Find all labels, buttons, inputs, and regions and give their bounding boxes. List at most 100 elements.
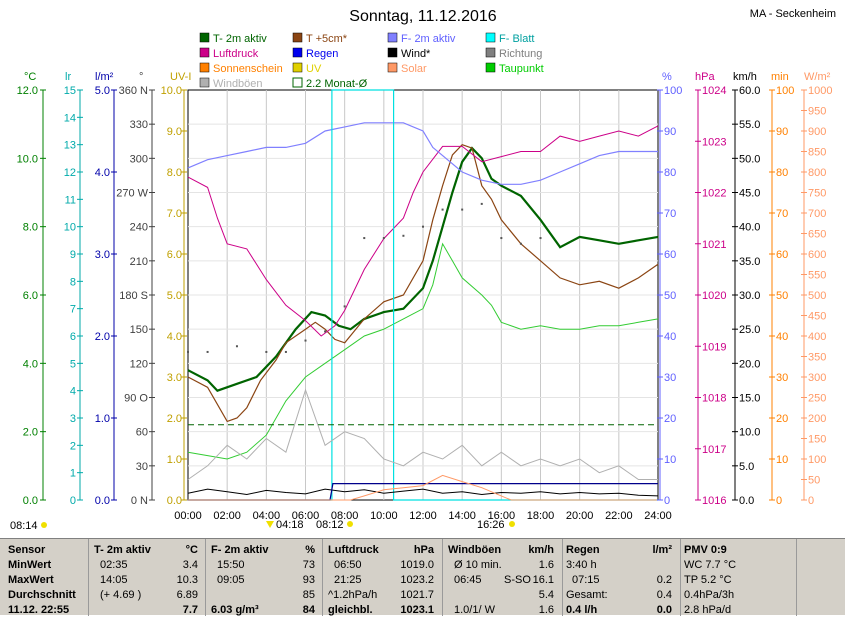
rain-total-value: 0.4 bbox=[656, 589, 672, 601]
wind-tick-label: 5.0 bbox=[739, 461, 754, 473]
uv-tick-label: 2.0 bbox=[167, 413, 182, 425]
sunshine-tick-label: 20 bbox=[776, 413, 788, 425]
rain-duration: 3:40 h bbox=[566, 559, 597, 571]
direction-tick-label: 330 bbox=[130, 119, 148, 131]
time-tick-label: 22:00 bbox=[605, 510, 633, 522]
rain-tick-label: 4.0 bbox=[95, 167, 110, 179]
wind-tick-label: 35.0 bbox=[739, 256, 760, 268]
legend-swatch bbox=[292, 77, 303, 88]
pressure-current-value: 1023.1 bbox=[400, 604, 434, 616]
direction-tick-label: 120 bbox=[130, 358, 148, 370]
humidity-tick-label: 80 bbox=[664, 167, 676, 179]
time-markers: 08:14 04:18 08:12 16:26 bbox=[10, 519, 515, 532]
grid bbox=[188, 90, 658, 500]
temp-tick-label: 2.0 bbox=[23, 427, 38, 439]
time-tick-label: 08:00 bbox=[331, 510, 359, 522]
divider bbox=[88, 539, 89, 616]
legend-swatch bbox=[199, 32, 210, 43]
time-tick-label: 06:00 bbox=[292, 510, 320, 522]
uv-tick-label: 3.0 bbox=[167, 372, 182, 384]
series-f-2m-aktiv bbox=[187, 122, 658, 185]
pressure-tick-label: 1019 bbox=[702, 341, 726, 353]
row-label-current: 11.12. 22:55 bbox=[8, 604, 70, 616]
legend-swatch bbox=[199, 47, 210, 58]
unit-label: °C bbox=[24, 71, 36, 83]
wind-tick-label: 20.0 bbox=[739, 358, 760, 370]
rain-total-label: Gesamt: bbox=[566, 589, 608, 601]
row-label-max: MaxWert bbox=[8, 574, 54, 586]
humidity-tick-label: 30 bbox=[664, 372, 676, 384]
series-taupunkt bbox=[187, 242, 659, 460]
wind-tick-label: 40.0 bbox=[739, 222, 760, 234]
solar-tick-label: 600 bbox=[808, 249, 826, 261]
direction-point bbox=[187, 350, 189, 353]
sunshine-tick-label: 30 bbox=[776, 372, 788, 384]
legend-label: T +5cm* bbox=[306, 33, 348, 45]
wind-tick-label: 30.0 bbox=[739, 290, 760, 302]
direction-point bbox=[304, 339, 307, 342]
pressure-column: Luftdruck hPa 06:50 1019.0 21:25 1023.2 ^1.… bbox=[328, 543, 438, 618]
legend-label: 2.2 Monat-Ø bbox=[306, 78, 368, 90]
direction-tick-label: 210 bbox=[130, 256, 148, 268]
solar-tick-label: 500 bbox=[808, 290, 826, 302]
legend-swatch bbox=[387, 32, 398, 43]
temp-tick-label: 6.0 bbox=[23, 290, 38, 302]
unit-label: lr bbox=[65, 71, 71, 83]
rain-max-time: 07:15 bbox=[572, 574, 600, 586]
solar-tick-label: 550 bbox=[808, 270, 826, 282]
pmv-dewpoint: TP 5.2 °C bbox=[684, 574, 732, 586]
divider bbox=[322, 539, 323, 616]
wind-tick-label: 15.0 bbox=[739, 393, 760, 405]
pressure-avg-value: 1021.7 bbox=[400, 589, 434, 601]
temp-current-value: 7.7 bbox=[182, 604, 198, 616]
rain-rate: 0.4 l/h bbox=[566, 604, 598, 616]
uv-tick-label: 7.0 bbox=[167, 208, 182, 220]
unit-label: UV-I bbox=[170, 71, 191, 83]
direction-point bbox=[480, 202, 483, 205]
lr-tick-label: 6 bbox=[70, 331, 76, 343]
humidity-tick-label: 90 bbox=[664, 126, 676, 138]
wind-unit: km/h bbox=[528, 544, 554, 556]
series-windb-en bbox=[187, 388, 658, 480]
lr-tick-label: 3 bbox=[70, 413, 76, 425]
series-t-5cm- bbox=[187, 144, 659, 423]
series-layer bbox=[187, 89, 659, 501]
unit-label: min bbox=[771, 71, 789, 83]
time-tick-label: 20:00 bbox=[566, 510, 594, 522]
wind-tick-label: 50.0 bbox=[739, 153, 760, 165]
sunrise-label: 08:12 bbox=[316, 519, 344, 531]
humidity-tick-label: 100 bbox=[664, 85, 682, 97]
solar-tick-label: 100 bbox=[808, 454, 826, 466]
legend-label: F- 2m aktiv bbox=[401, 33, 456, 45]
sensor-column: Sensor MinWert MaxWert Durchschnitt 11.1… bbox=[8, 543, 88, 618]
pressure-tick-label: 1021 bbox=[702, 239, 726, 251]
pressure-max-time: 21:25 bbox=[334, 574, 362, 586]
lr-tick-label: 4 bbox=[70, 386, 76, 398]
humidity-tick-label: 50 bbox=[664, 290, 676, 302]
divider bbox=[205, 539, 206, 616]
humidity-current-value: 84 bbox=[302, 604, 315, 616]
legend-label: T- 2m aktiv bbox=[213, 33, 267, 45]
rain-tick-label: 2.0 bbox=[95, 331, 110, 343]
humidity-header: F- 2m aktiv bbox=[211, 544, 269, 556]
wind-tick-label: 10.0 bbox=[739, 427, 760, 439]
lr-tick-label: 8 bbox=[70, 276, 76, 288]
rain-unit: l/m² bbox=[652, 544, 672, 556]
direction-point bbox=[422, 225, 424, 228]
direction-tick-label: 270 W bbox=[116, 188, 148, 200]
sunset-label: 16:26 bbox=[477, 519, 505, 531]
wind-header: Windböen bbox=[448, 544, 502, 556]
time-tick-label: 04:00 bbox=[253, 510, 281, 522]
wind-tick-label: 25.0 bbox=[739, 324, 760, 336]
humidity-tick-label: 20 bbox=[664, 413, 676, 425]
direction-point bbox=[519, 242, 522, 245]
humidity-column: F- 2m aktiv% 15:50 73 09:05 93 85 6.03 g/m… bbox=[211, 543, 319, 618]
temp-min-time: 02:35 bbox=[100, 559, 128, 571]
solar-tick-label: 0 bbox=[808, 495, 814, 507]
pressure-tick-label: 1020 bbox=[702, 290, 726, 302]
series-luftdruck bbox=[187, 125, 659, 337]
rain-tick-label: 3.0 bbox=[95, 249, 110, 261]
solar-tick-label: 900 bbox=[808, 126, 826, 138]
legend-label: Wind* bbox=[401, 48, 431, 60]
legend-label: Sonnenschein bbox=[213, 63, 283, 75]
